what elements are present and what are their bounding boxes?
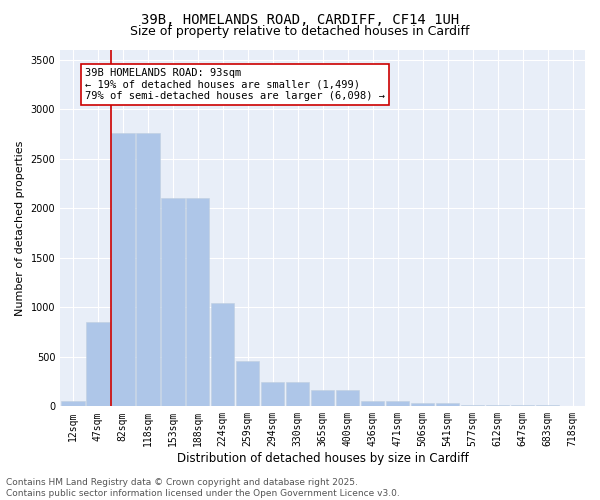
Bar (261, 382, 284, 406)
Text: Size of property relative to detached houses in Cardiff: Size of property relative to detached ho… (130, 25, 470, 38)
Bar (111, 133, 134, 406)
Bar (336, 390, 359, 406)
Text: 39B HOMELANDS ROAD: 93sqm
← 19% of detached houses are smaller (1,499)
79% of se: 39B HOMELANDS ROAD: 93sqm ← 19% of detac… (85, 68, 385, 101)
Bar (61, 402, 85, 406)
Y-axis label: Number of detached properties: Number of detached properties (15, 140, 25, 316)
Bar (186, 198, 209, 406)
Text: Contains HM Land Registry data © Crown copyright and database right 2025.
Contai: Contains HM Land Registry data © Crown c… (6, 478, 400, 498)
Bar (236, 361, 259, 406)
Bar (485, 404, 509, 406)
Bar (211, 304, 235, 406)
Bar (461, 404, 484, 406)
Bar (136, 133, 160, 406)
Bar (286, 382, 310, 406)
Bar (86, 322, 110, 406)
Bar (161, 198, 185, 406)
Bar (311, 390, 334, 406)
Bar (361, 401, 385, 406)
X-axis label: Distribution of detached houses by size in Cardiff: Distribution of detached houses by size … (177, 452, 469, 465)
Bar (410, 403, 434, 406)
Text: 39B, HOMELANDS ROAD, CARDIFF, CF14 1UH: 39B, HOMELANDS ROAD, CARDIFF, CF14 1UH (141, 12, 459, 26)
Bar (386, 401, 409, 406)
Bar (436, 403, 460, 406)
